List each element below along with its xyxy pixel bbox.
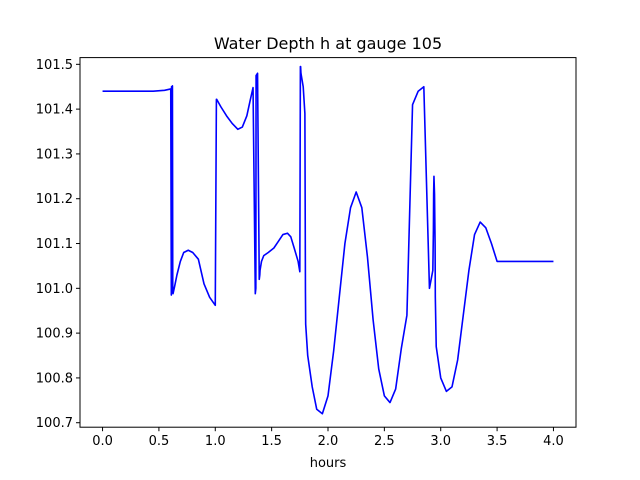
y-tick-label: 101.1 — [36, 237, 73, 252]
x-tick-label: 1.0 — [205, 434, 226, 449]
x-tick-label: 0.0 — [92, 434, 113, 449]
x-tick-label: 3.5 — [487, 434, 508, 449]
y-tick-label: 101.2 — [36, 192, 73, 207]
y-tick-label: 100.9 — [36, 327, 73, 342]
y-tick-label: 100.8 — [36, 371, 73, 386]
x-tick-label: 3.0 — [430, 434, 451, 449]
chart-title: Water Depth h at gauge 105 — [214, 34, 442, 53]
y-tick-label: 101.0 — [36, 282, 73, 297]
y-tick-label: 101.4 — [36, 103, 73, 118]
series-line — [102, 65, 554, 415]
x-tick-label: 2.0 — [318, 434, 339, 449]
x-axis: 0.0 0.5 1.0 1.5 2.0 2.5 3.0 3.5 4.0 — [92, 427, 564, 449]
x-tick-label: 2.5 — [374, 434, 395, 449]
plot-area — [102, 65, 554, 415]
y-tick-label: 100.7 — [36, 416, 73, 431]
x-axis-label: hours — [310, 456, 347, 471]
y-axis: 100.7 100.8 100.9 101.0 101.1 101.2 101.3 101.4… — [36, 58, 80, 431]
x-tick-label: 4.0 — [543, 434, 564, 449]
y-tick-label: 101.3 — [36, 147, 73, 162]
x-tick-label: 1.5 — [261, 434, 282, 449]
y-tick-label: 101.5 — [36, 58, 73, 73]
x-tick-label: 0.5 — [149, 434, 170, 449]
